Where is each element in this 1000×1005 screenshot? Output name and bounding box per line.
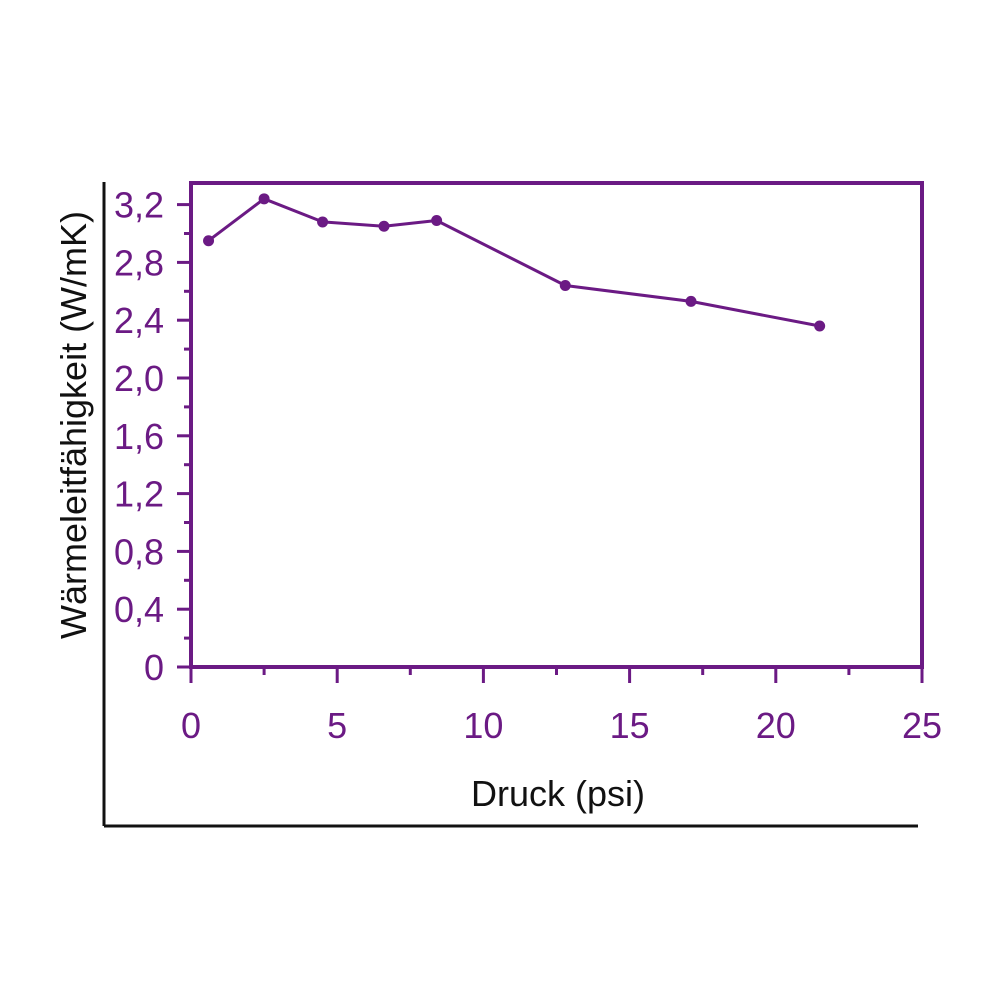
data-point [317, 216, 329, 228]
x-tick-label: 25 [902, 705, 942, 746]
x-tick-label: 20 [756, 705, 796, 746]
data-series [203, 193, 826, 332]
y-tick-label: 0,8 [114, 531, 164, 572]
plot-area-border [189, 181, 924, 669]
data-point [203, 235, 215, 247]
y-tick-label: 0 [144, 647, 164, 688]
x-tick-label: 10 [463, 705, 503, 746]
y-tick-label: 1,2 [114, 474, 164, 515]
x-tick-label: 0 [181, 705, 201, 746]
axis-ticks [177, 203, 924, 683]
y-tick-label: 1,6 [114, 416, 164, 457]
data-point [431, 214, 443, 226]
y-axis-title: Wärmeleitfähigkeit (W/mK) [53, 211, 94, 639]
y-tick-label: 3,2 [114, 185, 164, 226]
data-point [378, 220, 390, 232]
y-tick-label: 2,8 [114, 242, 164, 283]
data-point [559, 280, 571, 292]
data-point [814, 320, 826, 332]
axis-tick-labels: 0 0,4 0,8 1,2 1,6 2,0 2,4 2,8 3,2 0 5 10 15 20 25 [114, 185, 942, 746]
x-tick-label: 15 [610, 705, 650, 746]
y-tick-label: 2,4 [114, 300, 164, 341]
data-point [685, 295, 697, 307]
y-tick-label: 2,0 [114, 358, 164, 399]
series-line [207, 197, 820, 328]
data-point [258, 193, 270, 205]
y-tick-label: 0,4 [114, 589, 164, 630]
x-axis-title: Druck (psi) [471, 773, 645, 814]
x-tick-label: 5 [327, 705, 347, 746]
